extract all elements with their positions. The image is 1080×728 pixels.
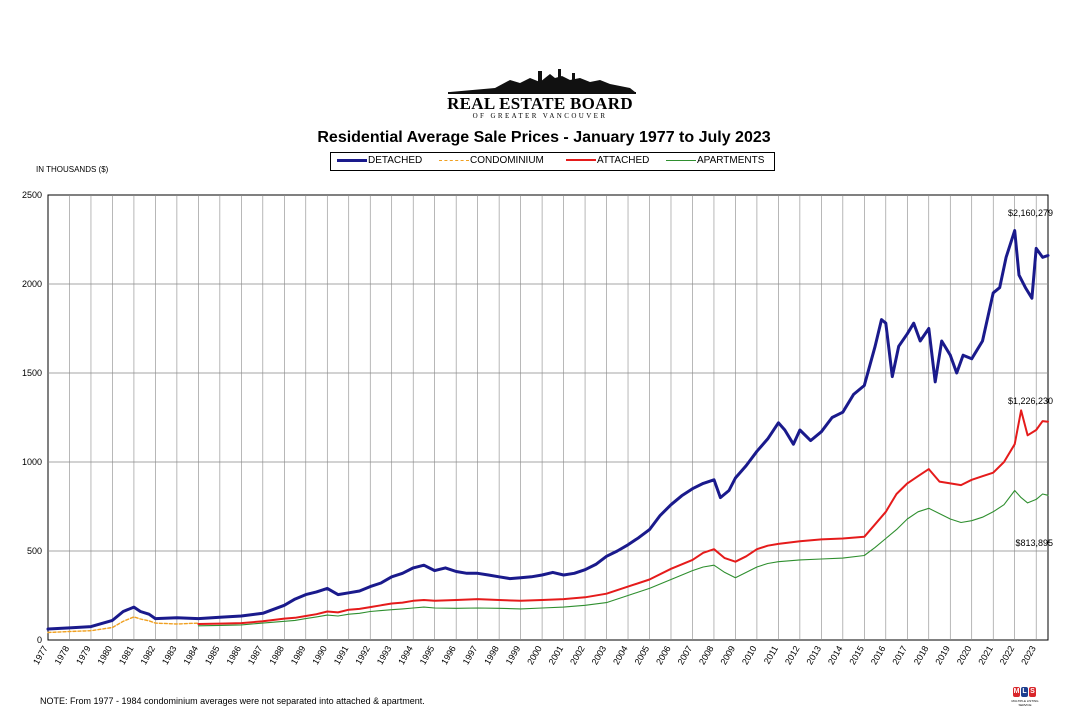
plot-area bbox=[47, 194, 1049, 641]
annotation-attached: $1,226,230 bbox=[1008, 396, 1053, 406]
x-tick-label: 2001 bbox=[547, 644, 566, 666]
legend-label-apartments: APARTMENTS bbox=[697, 155, 765, 166]
x-tick-label: 1986 bbox=[224, 644, 243, 666]
x-tick-label: 1978 bbox=[53, 644, 72, 666]
x-tick-label: 2010 bbox=[740, 644, 759, 666]
mls-letter-l: L bbox=[1021, 687, 1028, 697]
x-tick-label: 1977 bbox=[31, 644, 50, 666]
y-tick-label: 0 bbox=[37, 635, 42, 645]
x-tick-label: 2023 bbox=[1019, 644, 1038, 666]
x-tick-label: 2006 bbox=[654, 644, 673, 666]
x-tick-label: 2008 bbox=[697, 644, 716, 666]
x-tick-label: 1990 bbox=[310, 644, 329, 666]
x-tick-label: 1987 bbox=[246, 644, 265, 666]
x-tick-label: 1989 bbox=[289, 644, 308, 666]
x-tick-label: 1984 bbox=[181, 644, 200, 666]
series-layer bbox=[46, 229, 1050, 634]
x-tick-label: 1983 bbox=[160, 644, 179, 666]
y-tick-label: 500 bbox=[27, 546, 42, 556]
legend-swatch-apartments bbox=[666, 159, 696, 161]
mls-letter-m: M bbox=[1013, 687, 1020, 697]
chart-title: Residential Average Sale Prices - Januar… bbox=[317, 129, 771, 146]
legend-label-detached: DETACHED bbox=[368, 155, 423, 166]
legend-swatch-attached bbox=[566, 159, 596, 162]
x-tick-label: 1980 bbox=[96, 644, 115, 666]
grid-layer bbox=[48, 195, 1048, 640]
x-tick-label: 2014 bbox=[826, 644, 845, 666]
price-line-chart: 1977 1978 1979 1980 1981 1982 1983 1984 1985 1986… bbox=[22, 190, 1053, 666]
logo-subtitle: OF GREATER VANCOUVER bbox=[472, 112, 608, 120]
legend-swatch-detached bbox=[337, 158, 367, 162]
x-tick-label: 2004 bbox=[611, 644, 630, 666]
annotation-apartments: $813,895 bbox=[1015, 538, 1053, 548]
x-tick-label: 1985 bbox=[203, 644, 222, 666]
series-line-detached bbox=[46, 229, 1050, 631]
x-tick-label: 2003 bbox=[590, 644, 609, 666]
x-tick-label: 1996 bbox=[439, 644, 458, 666]
x-tick-label: 1982 bbox=[138, 644, 157, 666]
series-line-condominium bbox=[47, 616, 200, 634]
x-tick-label: 2019 bbox=[933, 644, 952, 666]
legend-label-condominium: CONDOMINIUM bbox=[470, 155, 544, 166]
city-skyline-icon bbox=[448, 69, 636, 94]
y-tick-label: 2500 bbox=[22, 190, 42, 200]
real-estate-board-logo: REAL ESTATE BOARD OF GREATER VANCOUVER bbox=[440, 66, 640, 126]
x-tick-label: 2020 bbox=[955, 644, 974, 666]
x-tick-label: 2002 bbox=[568, 644, 587, 666]
legend-swatch-condominium bbox=[439, 159, 469, 161]
legend-item-apartments: APARTMENTS bbox=[666, 155, 764, 166]
x-tick-label: 1988 bbox=[267, 644, 286, 666]
annotation-detached: $2,160,279 bbox=[1008, 208, 1053, 218]
x-tick-label: 2005 bbox=[633, 644, 652, 666]
footnote: NOTE: From 1977 - 1984 condominium avera… bbox=[40, 696, 425, 706]
x-tick-label: 2012 bbox=[783, 644, 802, 666]
x-tick-label: 1979 bbox=[74, 644, 93, 666]
legend-label-attached: ATTACHED bbox=[597, 155, 650, 166]
x-tick-label: 1994 bbox=[396, 644, 415, 666]
x-tick-label: 2017 bbox=[890, 644, 909, 666]
x-tick-label: 2018 bbox=[912, 644, 931, 666]
mls-badge: M L S MULTIPLE LISTING SERVICE bbox=[1012, 687, 1038, 709]
x-tick-label: 1995 bbox=[418, 644, 437, 666]
legend-item-condominium: CONDOMINIUM bbox=[439, 155, 544, 166]
x-tick-label: 2000 bbox=[525, 644, 544, 666]
y-tick-label: 1500 bbox=[22, 368, 42, 378]
mls-caption: MULTIPLE LISTING SERVICE bbox=[1011, 699, 1039, 707]
x-tick-label: 2015 bbox=[847, 644, 866, 666]
x-tick-label: 1981 bbox=[117, 644, 136, 666]
x-tick-label: 1992 bbox=[353, 644, 372, 666]
x-tick-label: 1991 bbox=[332, 644, 351, 666]
y-tick-label: 2000 bbox=[22, 279, 42, 289]
mls-letter-s: S bbox=[1029, 687, 1036, 697]
series-line-attached bbox=[197, 409, 1049, 625]
chart-legend: DETACHED CONDOMINIUM ATTACHED APARTMENTS bbox=[330, 152, 775, 171]
x-tick-label: 1993 bbox=[375, 644, 394, 666]
x-tick-label: 2009 bbox=[718, 644, 737, 666]
x-tick-label: 2022 bbox=[998, 644, 1017, 666]
x-tick-label: 2016 bbox=[869, 644, 888, 666]
y-tick-label: 1000 bbox=[22, 457, 42, 467]
x-tick-label: 2021 bbox=[976, 644, 995, 666]
x-tick-label: 1999 bbox=[504, 644, 523, 666]
x-tick-label: 2013 bbox=[804, 644, 823, 666]
legend-item-attached: ATTACHED bbox=[566, 155, 649, 166]
series-line-apartments bbox=[197, 489, 1049, 627]
x-tick-label: 1997 bbox=[461, 644, 480, 666]
x-tick-label: 2011 bbox=[762, 644, 780, 666]
x-tick-label: 2007 bbox=[676, 644, 695, 666]
units-label: IN THOUSANDS ($) bbox=[36, 165, 109, 174]
legend-item-detached: DETACHED bbox=[337, 155, 422, 166]
logo-name: REAL ESTATE BOARD bbox=[447, 94, 633, 113]
x-tick-label: 1998 bbox=[482, 644, 501, 666]
